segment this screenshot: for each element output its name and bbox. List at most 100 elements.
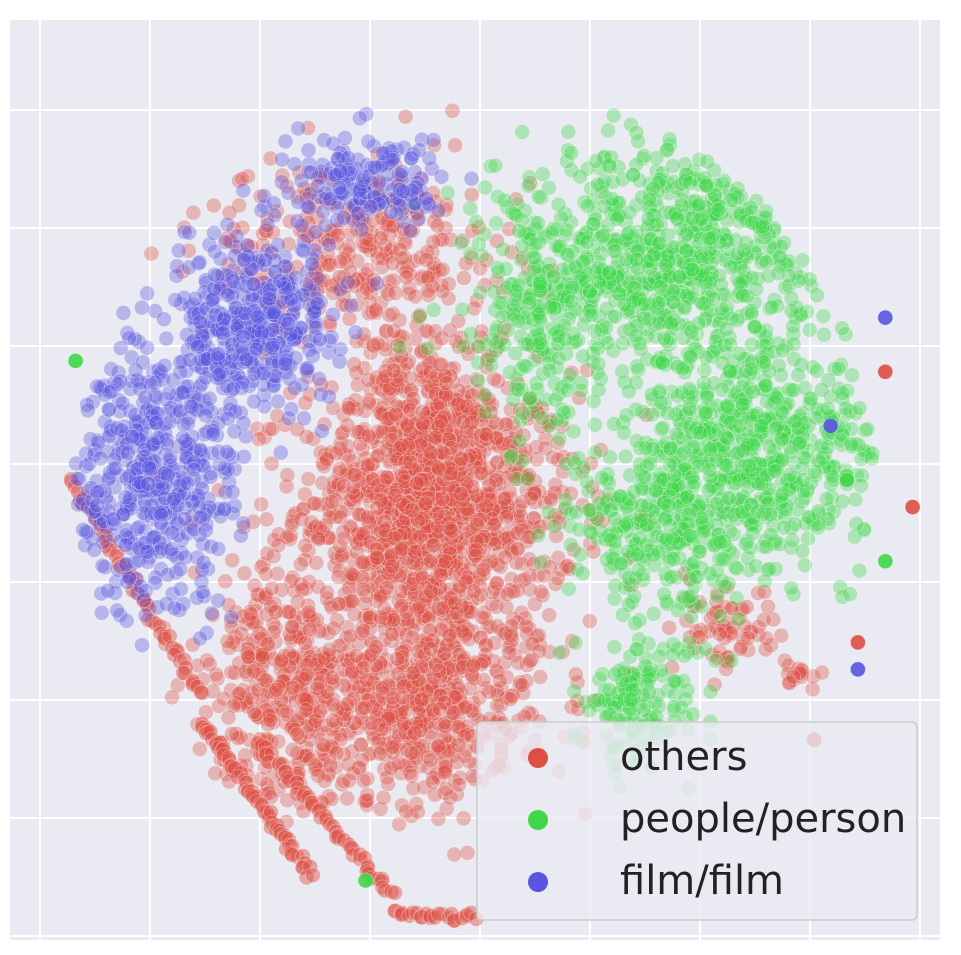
data-point-people-person [607, 577, 624, 594]
data-point-others [422, 498, 439, 514]
data-point-people-person [551, 430, 568, 447]
data-point-others [533, 399, 550, 416]
data-point-people-person [706, 375, 723, 392]
data-point-others [217, 573, 234, 590]
data-point-people-person [730, 611, 747, 628]
data-point-others [397, 108, 414, 125]
data-point-others [369, 335, 386, 352]
data-point-others [387, 884, 403, 901]
data-point-others [391, 816, 407, 833]
data-point-others [441, 627, 458, 644]
data-point-others [342, 628, 359, 645]
data-point-others [526, 596, 543, 612]
data-point-people-person [697, 641, 714, 657]
data-point-others [278, 478, 295, 495]
data-point-others [387, 285, 404, 301]
data-point-people-person [530, 188, 547, 205]
data-point-others [449, 538, 466, 554]
data-point-others [300, 471, 317, 487]
data-point-others [525, 485, 541, 502]
data-point-others [310, 767, 327, 784]
data-point-others [322, 596, 339, 613]
data-point-others [289, 726, 306, 743]
data-point-others [374, 680, 391, 696]
data-point-others [330, 568, 347, 585]
data-point-people-person [702, 441, 719, 458]
data-point-others [441, 322, 458, 339]
data-point-others [420, 466, 437, 483]
data-point-people-person [579, 473, 595, 490]
data-point-others [661, 619, 678, 636]
data-point-others [514, 677, 530, 693]
data-point-others [410, 504, 427, 521]
data-point-others [419, 382, 436, 399]
data-point-others [312, 703, 329, 720]
data-point-others [430, 737, 447, 754]
data-point-people-person [590, 691, 606, 708]
data-point-others [346, 467, 363, 483]
data-point-people-person [716, 578, 733, 595]
data-point-others [319, 659, 336, 675]
data-point-people-person [819, 400, 836, 417]
data-point-others [414, 403, 431, 420]
data-point-others [422, 553, 439, 569]
data-point-others [306, 495, 323, 512]
data-point-others [434, 511, 450, 528]
data-point-others [393, 541, 410, 558]
data-point-people-person [699, 153, 716, 170]
data-point-people-person [723, 652, 740, 669]
data-point-people-person [587, 444, 604, 461]
data-point-others [422, 622, 439, 639]
data-point-others [548, 528, 565, 544]
data-point-others [442, 397, 459, 414]
data-point-others [314, 475, 331, 491]
data-point-people-person [640, 210, 657, 227]
data-point-people-person [796, 557, 813, 574]
data-point-people-person [810, 519, 827, 536]
data-point-people-person [797, 379, 813, 396]
data-point-others [373, 405, 390, 422]
data-point-others [541, 607, 558, 624]
data-point-others [385, 612, 402, 628]
data-point-people-person [568, 504, 584, 521]
data-point-others [273, 653, 290, 669]
data-point-people-person [689, 569, 705, 585]
data-point-people-person [511, 432, 528, 449]
data-point-others [201, 656, 218, 673]
data-point-others [430, 460, 447, 477]
data-point-others [360, 395, 377, 412]
data-point-people-person [560, 123, 577, 140]
data-point-others [486, 526, 503, 543]
data-point-others [424, 554, 441, 571]
data-point-others [523, 490, 539, 507]
data-point-others [381, 307, 398, 324]
data-point-others [479, 619, 496, 636]
data-point-people-person [619, 226, 636, 242]
data-point-people-person [600, 122, 616, 139]
data-point-others [164, 689, 181, 706]
data-point-others [393, 558, 410, 574]
data-point-people-person [391, 339, 408, 356]
data-point-others [279, 467, 296, 484]
data-point-people-person [645, 605, 662, 622]
data-point-others [343, 566, 360, 583]
data-point-others [292, 556, 309, 573]
data-point-others [417, 495, 434, 512]
data-point-others [369, 448, 386, 465]
data-point-people-person [681, 506, 697, 523]
data-point-others [367, 582, 384, 599]
data-point-others [396, 704, 413, 721]
data-point-people-person [682, 349, 699, 365]
data-point-others [335, 424, 352, 441]
data-point-people-person [648, 482, 664, 499]
data-point-people-person [567, 634, 584, 651]
data-point-others [368, 639, 385, 655]
data-point-people-person [660, 405, 676, 422]
data-point-people-person [834, 320, 850, 337]
data-point-others [400, 465, 417, 482]
data-point-others [316, 737, 333, 754]
data-point-others [435, 496, 452, 513]
data-point-people-person [629, 546, 646, 563]
data-point-others [453, 451, 470, 467]
